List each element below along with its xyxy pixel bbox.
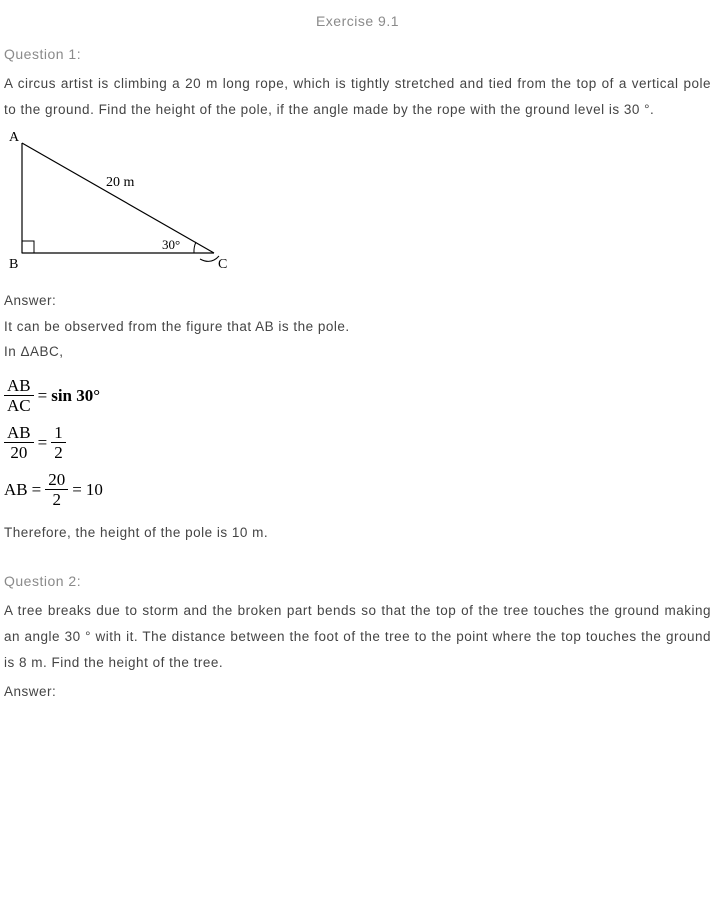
vertex-a-label: A xyxy=(9,130,20,145)
vertex-b-label: B xyxy=(9,257,18,272)
eq3-den: 2 xyxy=(45,490,68,508)
angle-label: 30° xyxy=(162,237,180,252)
answer-1-line2: In ΔABC, xyxy=(4,339,711,365)
answer-1-label: Answer: xyxy=(4,288,711,314)
eq2-rden: 2 xyxy=(51,443,66,461)
rope-label: 20 m xyxy=(106,175,135,190)
question-1-text: A circus artist is climbing a 20 m long … xyxy=(4,71,711,122)
answer-1-conclusion: Therefore, the height of the pole is 10 … xyxy=(4,520,711,546)
eq2-rnum: 1 xyxy=(51,424,66,443)
eq2-lnum: AB xyxy=(4,424,34,443)
eq2-lden: 20 xyxy=(4,443,34,461)
question-1-heading: Question 1: xyxy=(4,41,711,68)
equation-1: AB AC = sin 30° AB 20 = 1 2 AB = 20 2 = … xyxy=(4,377,711,508)
eq1-den: AC xyxy=(4,396,34,414)
question-2-heading: Question 2: xyxy=(4,568,711,595)
eq3-lhs: AB xyxy=(4,481,28,498)
eq3-num: 20 xyxy=(45,471,68,490)
vertex-c-label: C xyxy=(218,257,227,272)
triangle-figure: A B C 20 m 30° xyxy=(4,128,711,282)
eq3-rhs: 10 xyxy=(86,481,103,498)
eq1-rhs: sin 30° xyxy=(51,387,100,404)
eq1-num: AB xyxy=(4,377,34,396)
exercise-title: Exercise 9.1 xyxy=(4,8,711,35)
answer-1-line1: It can be observed from the figure that … xyxy=(4,314,711,340)
answer-2-label: Answer: xyxy=(4,679,711,705)
question-2-text: A tree breaks due to storm and the broke… xyxy=(4,598,711,675)
